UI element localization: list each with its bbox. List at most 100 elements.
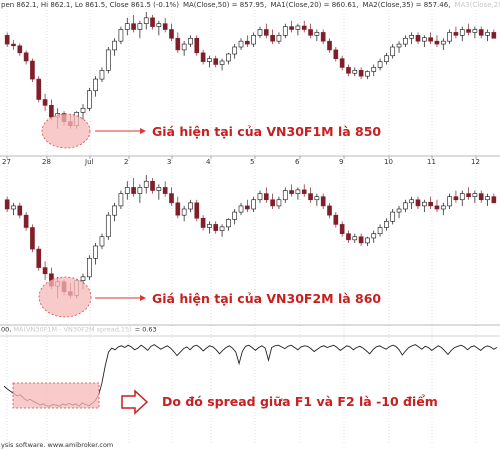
candle-body [124, 23, 130, 30]
candle-body [194, 37, 200, 54]
candle-body [112, 205, 117, 216]
candle-body [251, 35, 256, 45]
candle-body [30, 227, 35, 250]
candle-body [472, 29, 478, 33]
candle-body [377, 227, 383, 234]
candle-body [257, 193, 263, 201]
candle-body [472, 193, 478, 197]
candle-body [169, 29, 174, 39]
candle-body [263, 29, 269, 36]
candle-body [308, 29, 313, 36]
candle-body [99, 236, 105, 247]
candle-body [162, 187, 168, 194]
hollow-arrow-icon [121, 389, 149, 415]
candle-body [42, 99, 48, 106]
date-tick-label: 12 [471, 158, 480, 166]
candle-body [156, 23, 162, 27]
candle-body [447, 196, 452, 207]
candle-body [137, 187, 143, 194]
candle-body [352, 70, 358, 74]
candle-body [485, 196, 490, 201]
candle-body [105, 49, 111, 71]
spread-header: 00, MA(VN30F1M - VN30F2M spread,15) = 0.6… [1, 326, 157, 334]
candle-body [188, 202, 193, 210]
candle-body [30, 60, 35, 80]
candle-body [371, 233, 377, 239]
candle-body [301, 189, 307, 194]
candle-body [162, 23, 168, 30]
candle-body [308, 193, 313, 201]
candle-body [118, 29, 124, 42]
candle-body [207, 58, 212, 62]
candle-body [434, 205, 440, 210]
candle-body [118, 193, 124, 207]
candle-body [339, 58, 345, 68]
candle-body [232, 46, 238, 55]
date-tick-label: 10 [384, 158, 393, 166]
date-tick-label: 28 [42, 158, 51, 166]
candle-body [346, 233, 351, 241]
candle-body [390, 46, 396, 57]
candle-body [251, 199, 256, 210]
annotation-spread: Do đó spread giữa F1 và F2 là -10 điểm [162, 394, 438, 409]
date-tick-label: 5 [250, 158, 254, 166]
candle-body [440, 205, 446, 210]
candle-body [112, 40, 117, 51]
candle-body [478, 193, 484, 201]
date-tick-label: 27 [2, 158, 11, 166]
candle-body [327, 40, 332, 51]
annotation-f1: Giá hiện tại của VN30F1M là 850 [152, 124, 381, 139]
candle-body [105, 214, 111, 238]
candle-body [131, 23, 136, 30]
candle-body [257, 29, 263, 36]
candle-body [87, 258, 92, 278]
date-tick-label: 9 [339, 158, 343, 166]
candle-body [175, 37, 181, 51]
candle-body [17, 45, 23, 54]
ohlc-readout: pen 862.1, Hi 862.1, Lo 861.5, Close 861… [1, 1, 500, 9]
vn30f1m-candles [4, 12, 497, 129]
candle-body [124, 187, 130, 194]
candle-body [36, 248, 42, 268]
candle-body [409, 35, 414, 39]
candle-body [80, 107, 86, 113]
candle-body [289, 190, 294, 194]
candle-body [289, 26, 294, 30]
candle-body [245, 40, 250, 45]
date-tick-label: 6 [295, 158, 300, 166]
candle-body [263, 193, 269, 201]
candle-body [333, 214, 339, 225]
candle-body [80, 276, 86, 281]
candle-body [219, 60, 225, 65]
candle-body [150, 17, 155, 27]
vn30f2m-candles [4, 175, 497, 299]
candle-body [93, 78, 98, 92]
candle-body [213, 224, 219, 231]
price-highlight-f1 [41, 113, 91, 149]
candle-body [169, 193, 174, 204]
candle-body [200, 52, 206, 62]
candle-body [49, 105, 54, 118]
candle-body [175, 202, 181, 216]
candle-body [226, 219, 231, 228]
candle-body [93, 245, 98, 259]
candle-body [11, 43, 16, 47]
candle-body [194, 202, 200, 219]
candle-body [320, 32, 326, 42]
candle-body [346, 67, 351, 74]
candle-body [459, 193, 465, 201]
candle-body [485, 32, 490, 36]
candle-body [396, 208, 402, 213]
candle-body [384, 221, 389, 228]
candle-body [301, 25, 307, 30]
candle-body [415, 199, 421, 207]
candle-body [390, 211, 396, 222]
candle-body [358, 236, 364, 244]
candle-body [459, 29, 465, 36]
candle-body [333, 49, 339, 59]
candle-body [4, 199, 10, 210]
grid-lines [6, 10, 477, 445]
candle-body [421, 37, 427, 42]
footer-text: ysis software. www.amibroker.com [1, 441, 113, 449]
candle-body [421, 201, 427, 207]
